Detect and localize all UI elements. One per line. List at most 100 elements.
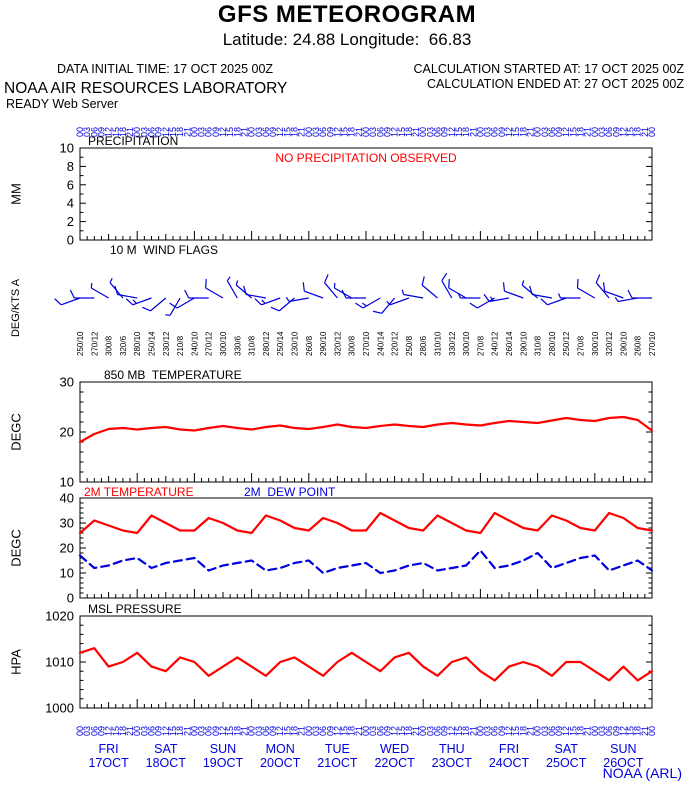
wind-barb: [602, 282, 624, 299]
wind-value-label: 300/8: [348, 335, 357, 356]
wind-value-label: 270/8: [577, 335, 586, 356]
hour-label: 00: [647, 726, 657, 736]
wind-barb: [372, 297, 396, 314]
hour-label: 03: [254, 726, 264, 736]
hour-label: 03: [597, 127, 607, 137]
hour-label: 21: [239, 127, 249, 137]
hour-label: 03: [82, 726, 92, 736]
hour-label: 15: [282, 127, 292, 137]
wind-barb: [323, 274, 338, 299]
hour-label: 03: [425, 127, 435, 137]
wind-barb: [576, 279, 596, 299]
page-subtitle: Latitude: 24.88 Longitude: 66.83: [222, 30, 472, 49]
wind-value-label: 270/12: [205, 331, 214, 356]
hour-label: 00: [533, 726, 543, 736]
hour-label: 06: [261, 726, 271, 736]
hour-label: 00: [475, 726, 485, 736]
day-label: SAT 18OCT: [145, 742, 186, 771]
hour-label: 00: [647, 127, 657, 137]
wind-barb: [125, 297, 152, 306]
hour-label: 09: [440, 726, 450, 736]
wind-barb: [165, 297, 181, 316]
hour-label: 15: [340, 127, 350, 137]
hour-label: 09: [268, 726, 278, 736]
hour-label: 00: [189, 726, 199, 736]
hour-label: 06: [547, 127, 557, 137]
wind-value-label: 270/8: [476, 335, 485, 356]
wind-value-label: 280/10: [133, 331, 142, 356]
hour-label: 09: [554, 726, 564, 736]
hour-label: 09: [96, 127, 106, 137]
day-label: SUN 19OCT: [202, 742, 244, 771]
y-tick-label: 30: [60, 516, 74, 531]
wind-barb: [448, 279, 467, 299]
y-tick-label: 1010: [45, 655, 74, 670]
day-label: TUE 21OCT: [317, 742, 358, 771]
hour-label: 03: [139, 127, 149, 137]
hour-label: 00: [247, 127, 257, 137]
y-tick-label: 0: [67, 591, 74, 606]
wind-value-label: 260/8: [305, 335, 314, 356]
wind-barb: [529, 285, 553, 299]
hour-label: 06: [433, 127, 443, 137]
hour-label: 00: [304, 127, 314, 137]
hour-label: 21: [182, 127, 192, 137]
hour-label: 18: [118, 127, 128, 137]
hour-label: 06: [604, 726, 614, 736]
hour-label: 00: [189, 127, 199, 137]
wind-value-label: 270/12: [90, 331, 99, 356]
hour-label: 03: [368, 127, 378, 137]
hour-label: 12: [218, 726, 228, 736]
hour-label: 06: [318, 726, 328, 736]
hour-label: 15: [568, 127, 578, 137]
wind-value-label: 300/10: [591, 331, 600, 356]
hour-label: 15: [168, 726, 178, 736]
panel-box: [79, 497, 653, 599]
hour-label: 09: [382, 726, 392, 736]
hour-label: 00: [247, 726, 257, 736]
hour-label: 15: [111, 127, 121, 137]
hour-label: 21: [354, 127, 364, 137]
hour-label: 18: [290, 127, 300, 137]
series-msl-pressure: [78, 647, 654, 682]
wind-value-label: 320/12: [333, 331, 342, 356]
hour-label: 06: [547, 726, 557, 736]
hour-label: 12: [618, 127, 628, 137]
y-tick-label: 10: [60, 566, 74, 581]
hour-label: 15: [568, 726, 578, 736]
wind-value-label: 290/10: [619, 331, 628, 356]
wind-barb: [457, 293, 481, 299]
hour-label: 09: [96, 726, 106, 736]
wind-value-label: 320/12: [605, 331, 614, 356]
hour-label: 21: [411, 127, 421, 137]
hour-label: 21: [125, 127, 135, 137]
y-tick-label: 2: [67, 214, 74, 229]
wind-value-label: 330/12: [448, 331, 457, 356]
hour-label: 18: [347, 726, 357, 736]
wind-barb: [184, 289, 209, 299]
y-tick-label: 1020: [45, 609, 74, 624]
hour-label: 21: [125, 726, 135, 736]
hour-label: 21: [297, 726, 307, 736]
msl-unit-label: HPA: [8, 649, 24, 675]
series-2m-temperature: [78, 511, 654, 535]
hour-label: 00: [475, 127, 485, 137]
wind-value-label: 250/10: [76, 331, 85, 356]
day-label: FRI 17OCT: [88, 742, 129, 771]
y-tick-label: 20: [60, 425, 74, 440]
hour-label: 00: [361, 726, 371, 736]
hour-label: 18: [404, 726, 414, 736]
wind-value-label: 300/10: [462, 331, 471, 356]
day-label: MON 20OCT: [260, 742, 301, 771]
hour-label: 18: [518, 127, 528, 137]
wind-barb: [205, 279, 224, 299]
hour-label: 03: [197, 726, 207, 736]
hour-label: 12: [161, 127, 171, 137]
hour-label: 15: [626, 127, 636, 137]
hour-label: 00: [132, 127, 142, 137]
wind-barb: [226, 276, 238, 299]
hour-label: 00: [533, 127, 543, 137]
wind-value-label: 260/14: [505, 331, 514, 356]
wind-barb: [521, 280, 538, 299]
server-name: READY Web Server: [6, 97, 119, 111]
